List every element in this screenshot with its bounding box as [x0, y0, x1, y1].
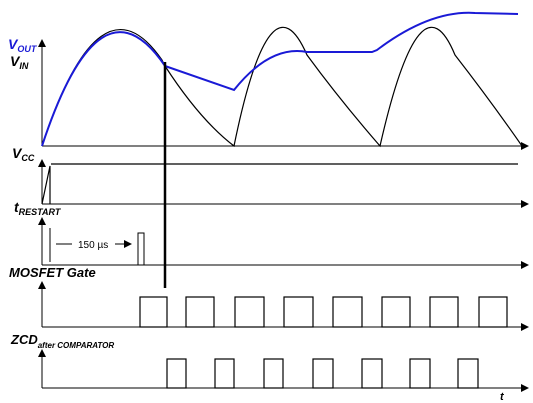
vout-trace	[41, 11, 519, 147]
zcd-trace	[166, 358, 479, 389]
vin-trace	[41, 26, 523, 148]
trestart-trace	[49, 228, 145, 266]
mosfet-gate-trace	[139, 296, 508, 328]
zcd-label: ZCDafter COMPARATOR	[10, 332, 114, 350]
axes	[38, 39, 529, 392]
vin-label: VIN	[10, 53, 29, 71]
vout-label: VOUT	[8, 36, 38, 54]
vcc-label: VCC	[12, 145, 35, 163]
restart-interval-label: 150 µs	[78, 240, 108, 251]
time-axis-label: t	[500, 391, 505, 403]
vcc-trace	[41, 163, 518, 205]
trestart-label: tRESTART	[14, 199, 62, 217]
mosfet-gate-label: MOSFET Gate	[9, 265, 96, 280]
